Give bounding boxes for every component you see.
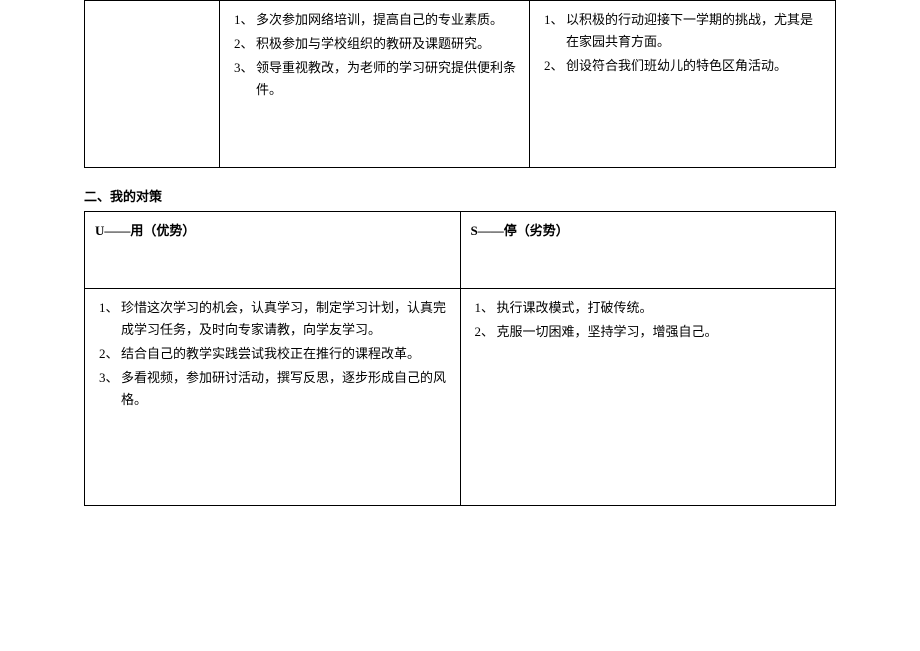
top-list-2: 多次参加网络培训，提高自己的专业素质。 积极参加与学校组织的教研及课题研究。 领… xyxy=(230,9,519,101)
body-right: 执行课改模式，打破传统。 克服一切困难，坚持学习，增强自己。 xyxy=(460,289,836,506)
list-item: 克服一切困难，坚持学习，增强自己。 xyxy=(491,321,826,343)
page-content: 多次参加网络培训，提高自己的专业素质。 积极参加与学校组织的教研及课题研究。 领… xyxy=(0,0,920,506)
list-item: 积极参加与学校组织的教研及课题研究。 xyxy=(250,33,519,55)
header-left: U——用（优势） xyxy=(85,212,461,289)
list-item: 以积极的行动迎接下一学期的挑战，尤其是在家园共育方面。 xyxy=(560,9,825,53)
list-item: 结合自己的教学实践尝试我校正在推行的课程改革。 xyxy=(115,343,450,365)
top-cell-2: 多次参加网络培训，提高自己的专业素质。 积极参加与学校组织的教研及课题研究。 领… xyxy=(220,1,530,168)
list-item: 多次参加网络培训，提高自己的专业素质。 xyxy=(250,9,519,31)
top-list-3: 以积极的行动迎接下一学期的挑战，尤其是在家园共育方面。 创设符合我们班幼儿的特色… xyxy=(540,9,825,77)
list-item: 多看视频，参加研讨活动，撰写反思，逐步形成自己的风格。 xyxy=(115,367,450,411)
list-item: 领导重视教改，为老师的学习研究提供便利条件。 xyxy=(250,57,519,101)
bottom-table: U——用（优势） S——停（劣势） 珍惜这次学习的机会，认真学习，制定学习计划，… xyxy=(84,211,836,506)
body-left-list: 珍惜这次学习的机会，认真学习，制定学习计划，认真完成学习任务，及时向专家请教，向… xyxy=(95,297,450,411)
list-item: 创设符合我们班幼儿的特色区角活动。 xyxy=(560,55,825,77)
body-left: 珍惜这次学习的机会，认真学习，制定学习计划，认真完成学习任务，及时向专家请教，向… xyxy=(85,289,461,506)
header-right: S——停（劣势） xyxy=(460,212,836,289)
top-table: 多次参加网络培训，提高自己的专业素质。 积极参加与学校组织的教研及课题研究。 领… xyxy=(84,0,836,168)
list-item: 珍惜这次学习的机会，认真学习，制定学习计划，认真完成学习任务，及时向专家请教，向… xyxy=(115,297,450,341)
list-item: 执行课改模式，打破传统。 xyxy=(491,297,826,319)
top-cell-3: 以积极的行动迎接下一学期的挑战，尤其是在家园共育方面。 创设符合我们班幼儿的特色… xyxy=(530,1,836,168)
section-title: 二、我的对策 xyxy=(84,186,836,205)
top-cell-1 xyxy=(85,1,220,168)
body-right-list: 执行课改模式，打破传统。 克服一切困难，坚持学习，增强自己。 xyxy=(471,297,826,343)
